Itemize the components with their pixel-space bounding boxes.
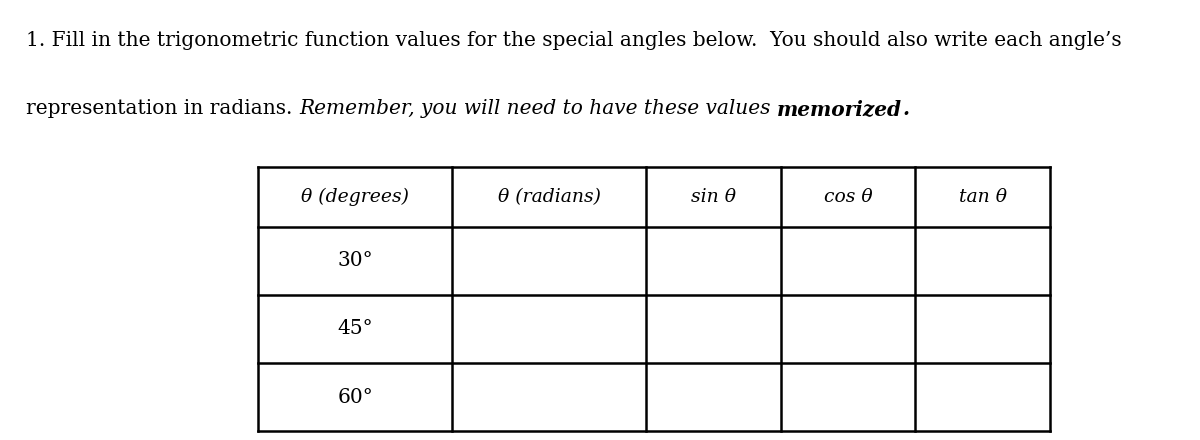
Text: 1. Fill in the trigonometric function values for the special angles below.  You : 1. Fill in the trigonometric function va… <box>26 31 1122 50</box>
Text: θ (degrees): θ (degrees) <box>301 188 409 206</box>
Text: tan θ: tan θ <box>959 188 1007 206</box>
Text: 60°: 60° <box>337 388 373 407</box>
Text: θ (radians): θ (radians) <box>498 188 600 206</box>
Text: .: . <box>902 99 910 119</box>
Text: representation in radians.: representation in radians. <box>26 99 299 118</box>
Text: Remember, you will need to have these values: Remember, you will need to have these va… <box>299 99 778 118</box>
Text: memorized: memorized <box>778 99 902 119</box>
Text: 30°: 30° <box>337 251 373 270</box>
Text: cos θ: cos θ <box>823 188 872 206</box>
Text: sin θ: sin θ <box>691 188 736 206</box>
Text: 45°: 45° <box>337 319 373 338</box>
